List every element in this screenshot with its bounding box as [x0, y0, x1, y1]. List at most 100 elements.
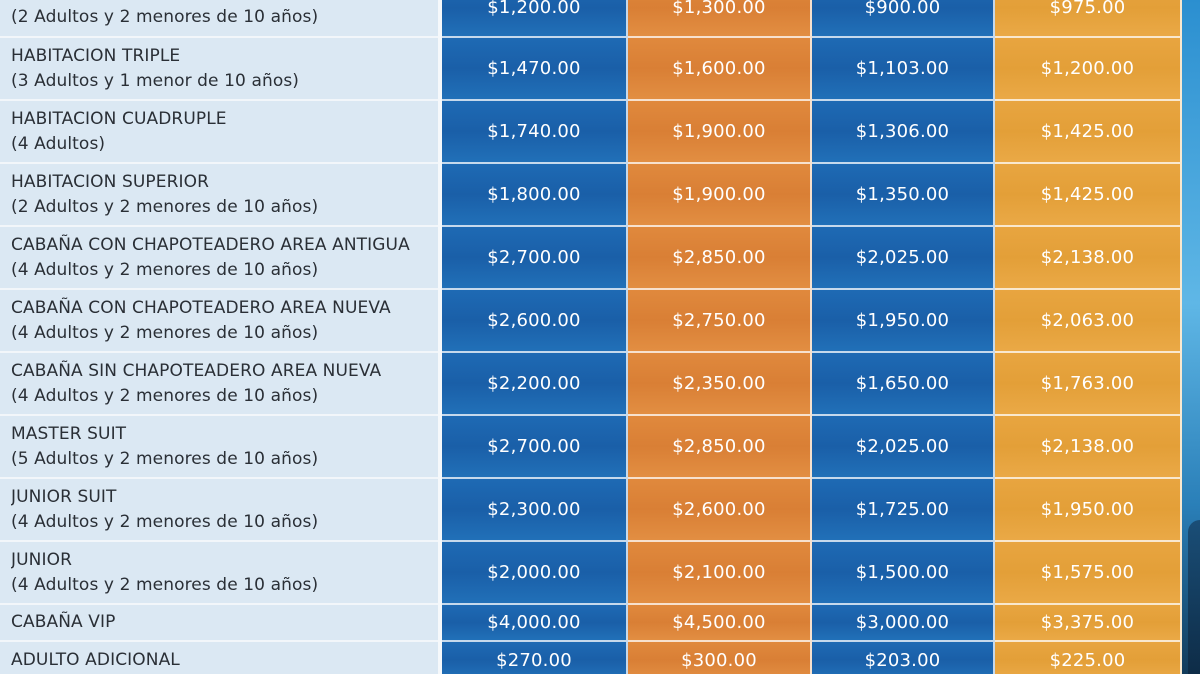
room-type-cell: CABAÑA CON CHAPOTEADERO AREA NUEVA (4 Adu… [0, 290, 438, 353]
price-cell-col-2: $2,600.00 [628, 479, 812, 542]
room-type-name: CABAÑA CON CHAPOTEADERO AREA ANTIGUA [11, 234, 410, 255]
price-cell-col-4: $1,200.00 [995, 38, 1182, 101]
column-separator [438, 542, 442, 605]
price-cell-col-4: $3,375.00 [995, 605, 1182, 642]
price-cell-col-4: $2,063.00 [995, 290, 1182, 353]
column-separator [438, 353, 442, 416]
price-cell-col-3: $203.00 [812, 642, 995, 674]
table-row: CABAÑA SIN CHAPOTEADERO AREA NUEVA (4 Adu… [0, 353, 1182, 416]
price-cell-col-1: $2,700.00 [442, 416, 628, 479]
price-cell-col-3: $1,650.00 [812, 353, 995, 416]
table-row: CABAÑA CON CHAPOTEADERO AREA ANTIGUA (4 A… [0, 227, 1182, 290]
price-cell-col-1: $2,300.00 [442, 479, 628, 542]
table-row: CABAÑA CON CHAPOTEADERO AREA NUEVA (4 Adu… [0, 290, 1182, 353]
price-cell-col-1: $270.00 [442, 642, 628, 674]
price-cell-col-3: $1,725.00 [812, 479, 995, 542]
room-type-name: HABITACION SUPERIOR [11, 171, 210, 192]
price-cell-col-3: $1,103.00 [812, 38, 995, 101]
price-cell-col-1: $2,000.00 [442, 542, 628, 605]
price-cell-col-4: $1,575.00 [995, 542, 1182, 605]
price-cell-col-3: $1,950.00 [812, 290, 995, 353]
price-cell-col-2: $2,350.00 [628, 353, 812, 416]
room-occupancy-note: (4 Adultos y 2 menores de 10 años) [11, 322, 319, 343]
column-separator [438, 479, 442, 542]
price-cell-col-1: $2,700.00 [442, 227, 628, 290]
room-type-cell: CABAÑA CON CHAPOTEADERO AREA ANTIGUA (4 A… [0, 227, 438, 290]
background-photo-edge [1182, 0, 1200, 674]
price-cell-col-1: $1,800.00 [442, 164, 628, 227]
table-row: JUNIOR SUIT (4 Adultos y 2 menores de 10 … [0, 479, 1182, 542]
table-row: ADULTO ADICIONAL $270.00 $300.00 $203.00 $22… [0, 642, 1182, 674]
room-type-name: MASTER SUIT [11, 423, 127, 444]
room-type-cell: HABITACION TRIPLE (3 Adultos y 1 menor de… [0, 38, 438, 101]
room-occupancy-note: (4 Adultos y 2 menores de 10 años) [11, 385, 319, 406]
price-cell-col-3: $1,306.00 [812, 101, 995, 164]
price-cell-col-3: $900.00 [812, 0, 995, 38]
price-cell-col-3: $3,000.00 [812, 605, 995, 642]
room-type-cell: HABITACION SUPERIOR (2 Adultos y 2 menore… [0, 164, 438, 227]
room-type-name: CABAÑA VIP [11, 612, 116, 632]
table-row: CABAÑA VIP $4,000.00 $4,500.00 $3,000.00 $3,… [0, 605, 1182, 642]
column-separator [438, 101, 442, 164]
price-cell-col-2: $2,850.00 [628, 416, 812, 479]
price-cell-col-1: $1,470.00 [442, 38, 628, 101]
price-cell-col-4: $975.00 [995, 0, 1182, 38]
price-cell-col-2: $300.00 [628, 642, 812, 674]
room-occupancy-note: (4 Adultos y 2 menores de 10 años) [11, 259, 319, 280]
price-cell-col-2: $2,100.00 [628, 542, 812, 605]
room-type-cell: JUNIOR (4 Adultos y 2 menores de 10 años) [0, 542, 438, 605]
room-type-cell: MASTER SUIT (5 Adultos y 2 menores de 10 … [0, 416, 438, 479]
room-type-name: HABITACION CUADRUPLE [11, 108, 227, 129]
price-cell-col-2: $2,850.00 [628, 227, 812, 290]
price-cell-col-4: $2,138.00 [995, 227, 1182, 290]
price-cell-col-4: $225.00 [995, 642, 1182, 674]
room-type-name: JUNIOR SUIT [11, 486, 117, 507]
price-cell-col-2: $1,900.00 [628, 101, 812, 164]
price-cell-col-3: $1,350.00 [812, 164, 995, 227]
table-row: HABITACION SUPERIOR (2 Adultos y 2 menore… [0, 164, 1182, 227]
room-type-cell: ADULTO ADICIONAL [0, 642, 438, 674]
price-cell-col-2: $1,900.00 [628, 164, 812, 227]
room-occupancy-note: (2 Adultos y 2 menores de 10 años) [11, 7, 319, 27]
column-separator [438, 290, 442, 353]
table-row: HABITACION DOBLE (2 Adultos y 2 menores d… [0, 0, 1182, 38]
table-row: JUNIOR (4 Adultos y 2 menores de 10 años)… [0, 542, 1182, 605]
price-cell-col-3: $2,025.00 [812, 416, 995, 479]
price-cell-col-1: $2,600.00 [442, 290, 628, 353]
table-row: HABITACION TRIPLE (3 Adultos y 1 menor de… [0, 38, 1182, 101]
price-cell-col-4: $2,138.00 [995, 416, 1182, 479]
price-cell-col-4: $1,425.00 [995, 101, 1182, 164]
room-type-cell: HABITACION CUADRUPLE (4 Adultos) [0, 101, 438, 164]
column-separator [438, 0, 442, 38]
room-occupancy-note: (3 Adultos y 1 menor de 10 años) [11, 70, 300, 91]
room-type-name: HABITACION TRIPLE [11, 45, 181, 66]
column-separator [438, 605, 442, 642]
room-type-name: CABAÑA SIN CHAPOTEADERO AREA NUEVA [11, 360, 382, 381]
room-occupancy-note: (4 Adultos) [11, 133, 106, 154]
table-row: MASTER SUIT (5 Adultos y 2 menores de 10 … [0, 416, 1182, 479]
room-type-cell: JUNIOR SUIT (4 Adultos y 2 menores de 10 … [0, 479, 438, 542]
column-separator [438, 164, 442, 227]
price-cell-col-4: $1,425.00 [995, 164, 1182, 227]
price-cell-col-1: $1,740.00 [442, 101, 628, 164]
price-cell-col-3: $1,500.00 [812, 542, 995, 605]
room-type-name: CABAÑA CON CHAPOTEADERO AREA NUEVA [11, 297, 391, 318]
price-cell-col-2: $4,500.00 [628, 605, 812, 642]
column-separator [438, 642, 442, 674]
price-cell-col-2: $1,300.00 [628, 0, 812, 38]
price-cell-col-4: $1,763.00 [995, 353, 1182, 416]
price-cell-col-4: $1,950.00 [995, 479, 1182, 542]
room-type-name: HABITACION DOBLE [11, 0, 438, 5]
price-cell-col-1: $4,000.00 [442, 605, 628, 642]
price-cell-col-1: $2,200.00 [442, 353, 628, 416]
room-type-cell: CABAÑA VIP [0, 605, 438, 642]
price-cell-col-2: $2,750.00 [628, 290, 812, 353]
room-type-name: JUNIOR [11, 549, 72, 570]
column-separator [438, 38, 442, 101]
price-cell-col-1: $1,200.00 [442, 0, 628, 38]
background-figure-edge [1188, 520, 1200, 674]
room-type-cell: HABITACION DOBLE (2 Adultos y 2 menores d… [0, 0, 438, 38]
column-separator [438, 227, 442, 290]
room-occupancy-note: (4 Adultos y 2 menores de 10 años) [11, 511, 319, 532]
